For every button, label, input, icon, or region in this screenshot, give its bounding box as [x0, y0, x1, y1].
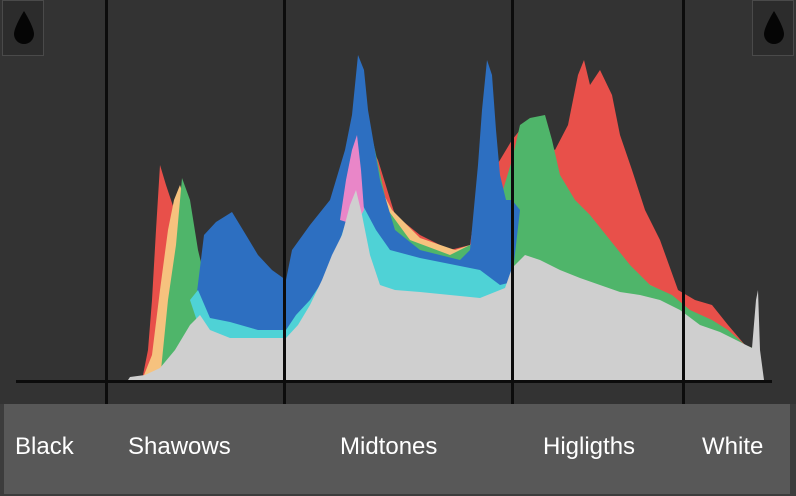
right-clipping-button[interactable]: [752, 0, 794, 56]
shadows-midtones-divider[interactable]: [283, 0, 286, 404]
zone-label-midtones: Midtones: [340, 433, 438, 460]
zone-label-highlights: Higligths: [543, 433, 636, 460]
luminance-channel: [128, 190, 764, 380]
histogram-graph: [128, 55, 764, 380]
histogram-baseline: [16, 380, 772, 383]
zone-label-black: Black: [15, 433, 74, 460]
left-clipping-button[interactable]: [2, 0, 44, 56]
zone-label-bar: [4, 404, 790, 494]
black-shadows-divider[interactable]: [105, 0, 108, 404]
midtones-highlights-divider[interactable]: [511, 0, 514, 404]
water-drop-icon: [764, 11, 784, 44]
zone-label-shadows: Shawows: [128, 433, 231, 460]
highlights-white-divider[interactable]: [682, 0, 685, 404]
zone-label-white: White: [702, 433, 764, 460]
water-drop-icon: [14, 11, 34, 44]
